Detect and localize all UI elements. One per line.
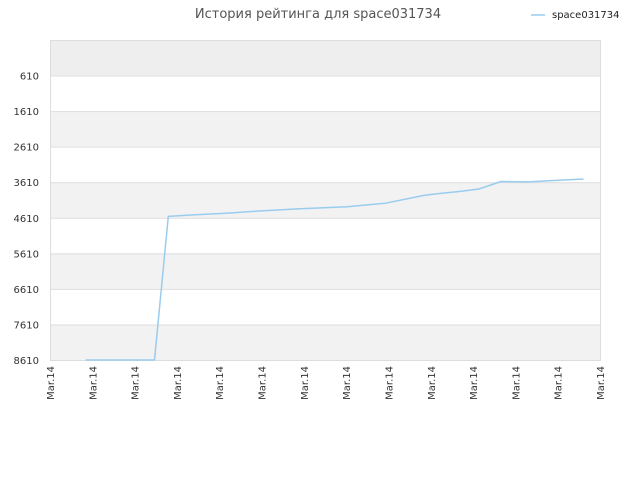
- plot-band: [50, 253, 600, 289]
- x-tick-label: Mar.14: [46, 366, 57, 400]
- x-tick-label: Mar.14: [258, 366, 269, 400]
- y-tick-label: 5610: [14, 249, 39, 260]
- x-tick-label: Mar.14: [596, 366, 607, 400]
- plot-area: [50, 40, 601, 361]
- legend[interactable]: space031734: [531, 10, 620, 21]
- x-tick-label: Mar.14: [215, 366, 226, 400]
- x-axis: Mar.14 Mar.14 Mar.14 Mar.14 Mar.14 Mar.14 Mar.…: [46, 366, 607, 400]
- y-axis: 8610 7610 6610 5610 4610 3610 2610 1610 610: [14, 72, 39, 367]
- y-tick-label: 8610: [14, 356, 39, 367]
- x-tick-label: Mar.14: [469, 366, 480, 400]
- x-tick-label: Mar.14: [427, 366, 438, 400]
- y-tick-label: 7610: [14, 320, 39, 331]
- x-tick-label: Mar.14: [173, 366, 184, 400]
- y-tick-label: 6610: [14, 285, 39, 296]
- plot-bands: [50, 40, 600, 360]
- plot-band: [50, 182, 600, 218]
- plot-band: [50, 40, 600, 76]
- plot-band: [50, 111, 600, 147]
- x-tick-label: Mar.14: [300, 366, 311, 400]
- y-tick-label: 3610: [14, 178, 39, 189]
- x-tick-label: Mar.14: [131, 366, 142, 400]
- x-tick-label: Mar.14: [88, 366, 99, 400]
- y-tick-label: 4610: [14, 214, 39, 225]
- x-tick-label: Mar.14: [342, 366, 353, 400]
- series-line: [85, 178, 584, 361]
- x-tick-label: Mar.14: [511, 366, 522, 400]
- legend-label: space031734: [552, 10, 620, 21]
- x-tick-label: Mar.14: [554, 366, 565, 400]
- y-tick-label: 2610: [14, 143, 39, 154]
- chart-title: История рейтинга для space031734: [195, 7, 441, 22]
- y-tick-label: 610: [20, 72, 39, 83]
- x-tick-label: Mar.14: [384, 366, 395, 400]
- y-tick-label: 1610: [14, 107, 39, 118]
- grid-lines: [50, 75, 600, 361]
- plot-band: [50, 324, 600, 360]
- series-group: [85, 178, 584, 361]
